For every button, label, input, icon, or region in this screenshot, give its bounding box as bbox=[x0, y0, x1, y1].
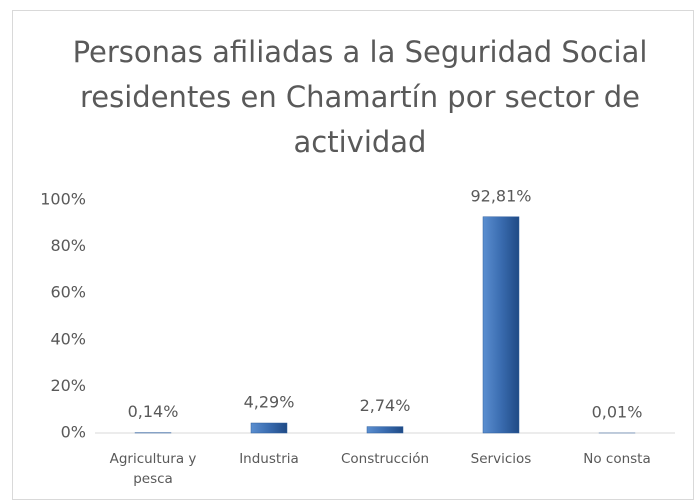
value-label: 0,14% bbox=[128, 402, 179, 421]
y-tick-label: 80% bbox=[50, 236, 86, 255]
x-tick-label: Agricultura y pesca bbox=[109, 451, 197, 487]
bar bbox=[250, 422, 288, 434]
x-tick-label: Industria bbox=[239, 451, 299, 467]
y-tick-label: 20% bbox=[50, 376, 86, 395]
x-tick-label: No consta bbox=[583, 451, 651, 467]
x-tick-label: Construcción bbox=[340, 451, 430, 467]
y-tick-label: 0% bbox=[61, 423, 86, 442]
chart-title: Personas afiliadas a la Seguridad Social… bbox=[72, 35, 648, 159]
chart-frame bbox=[12, 10, 694, 500]
y-tick-label: 60% bbox=[50, 283, 86, 302]
bar bbox=[366, 426, 404, 434]
y-tick-label: 40% bbox=[50, 329, 86, 348]
value-label: 92,81% bbox=[470, 186, 531, 205]
value-label: 2,74% bbox=[360, 396, 411, 415]
bar bbox=[482, 216, 520, 434]
x-tick-label: Servicios bbox=[470, 451, 532, 467]
value-label: 4,29% bbox=[244, 393, 295, 412]
value-label: 0,01% bbox=[592, 402, 643, 421]
y-tick-label: 100% bbox=[40, 190, 86, 209]
